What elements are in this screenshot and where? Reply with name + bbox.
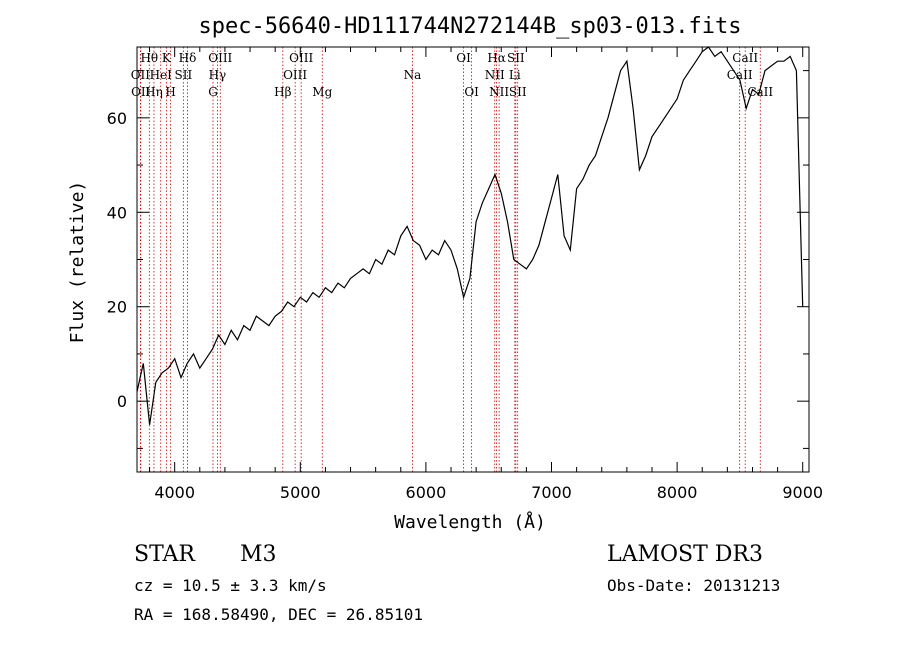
line-label-10: Hγ — [209, 68, 227, 82]
line-label-21: NII — [485, 68, 505, 82]
line-label-24: SII — [509, 85, 527, 99]
line-label-5: K — [162, 51, 172, 65]
x-tick-label-2: 6000 — [406, 483, 447, 502]
line-label-12: Hβ — [274, 85, 291, 99]
y-axis-ticks: 0 20 40 60 — [107, 70, 809, 449]
x-tick-label-0: 4000 — [154, 483, 195, 502]
line-label-26: CaII — [727, 68, 753, 82]
star-class: STAR — [134, 542, 196, 567]
line-label-19: Hα — [487, 51, 506, 65]
x-tick-label-3: 7000 — [531, 483, 572, 502]
line-label-16: Na — [404, 68, 422, 82]
x-tick-label-4: 8000 — [657, 483, 698, 502]
survey-name: LAMOST DR3 — [607, 542, 763, 567]
line-label-9: OIII — [208, 51, 232, 65]
y-tick-label-3: 60 — [107, 109, 127, 128]
flux-series-line — [136, 46, 804, 425]
y-axis-label: Flux (relative) — [67, 181, 88, 344]
line-label-0: Hθ — [140, 51, 158, 65]
line-label-13: OIII — [289, 51, 313, 65]
line-label-14: OIII — [283, 68, 307, 82]
star-subclass: M3 — [240, 542, 277, 567]
y-tick-label-1: 20 — [107, 298, 127, 317]
line-label-2: OII — [131, 85, 151, 99]
line-label-27: CaII — [747, 85, 773, 99]
line-label-17: OI — [456, 51, 471, 65]
line-label-22: Li — [509, 68, 521, 82]
obs-date: Obs-Date: 20131213 — [607, 576, 780, 595]
line-label-6: H — [165, 85, 175, 99]
line-label-23: NII — [489, 85, 509, 99]
x-axis-label: Wavelength (Å) — [394, 511, 546, 533]
line-label-18: OI — [464, 85, 479, 99]
y-tick-label-2: 40 — [107, 203, 127, 222]
line-label-4: Hη — [145, 85, 163, 99]
x-tick-label-1: 5000 — [280, 483, 321, 502]
redshift-cz: cz = 10.5 ± 3.3 km/s — [134, 576, 327, 595]
chart-title: spec-56640-HD111744N272144B_sp03-013.fit… — [198, 14, 741, 39]
line-label-8: Hδ — [179, 51, 197, 65]
y-tick-label-0: 0 — [117, 392, 127, 411]
line-label-15: Mg — [312, 85, 332, 99]
line-label-1: OII — [131, 68, 151, 82]
coordinates: RA = 168.58490, DEC = 26.85101 — [134, 605, 423, 624]
line-label-3: HeI — [150, 68, 173, 82]
plot-frame — [136, 46, 810, 473]
line-markers — [139, 47, 761, 472]
line-label-7: SII — [174, 68, 192, 82]
line-label-20: SII — [507, 51, 525, 65]
line-label-11: G — [208, 85, 218, 99]
x-tick-label-5: 9000 — [782, 483, 823, 502]
line-label-25: CaII — [732, 51, 758, 65]
x-axis-ticks: 4000 5000 6000 7000 8000 9000 — [149, 47, 823, 502]
